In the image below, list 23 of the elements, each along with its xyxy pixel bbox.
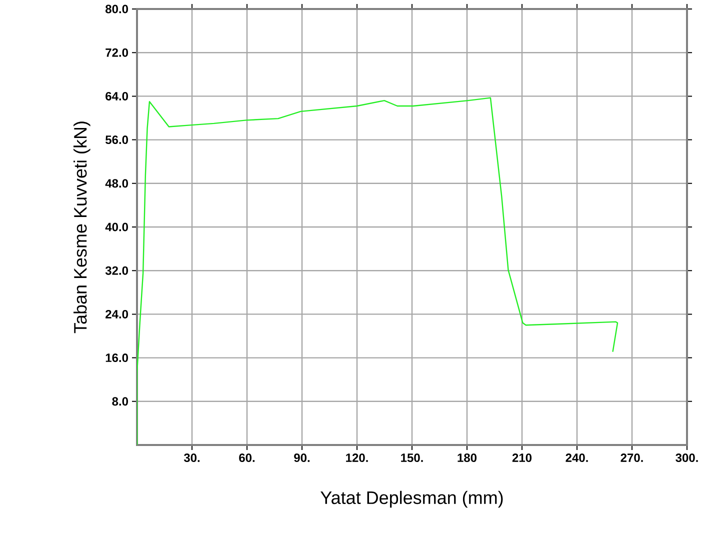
x-axis-title: Yatat Deplesman (mm) [320, 490, 503, 508]
x-tick-label: 210 [512, 454, 532, 462]
x-tick-label: 240. [566, 454, 588, 462]
y-tick-label: 56.0 [106, 136, 128, 144]
y-tick-label: 64.0 [106, 92, 128, 100]
x-tick-label: 300. [676, 454, 698, 462]
x-tick-label: 120. [346, 454, 368, 462]
y-tick-label: 40.0 [105, 222, 128, 232]
line-series [137, 97, 618, 445]
x-tick-label: 270. [620, 454, 643, 462]
y-tick-label: 16.0 [106, 354, 128, 362]
x-tick-label: 30. [184, 454, 200, 462]
y-tick-label: 24.0 [106, 310, 128, 318]
y-tick-label: 32.0 [105, 266, 128, 275]
y-tick-label: 48.0 [105, 179, 128, 188]
x-tick-label: 90. [294, 454, 310, 462]
y-tick-label: 8.0 [112, 397, 128, 406]
y-tick-label: 72.0 [106, 48, 128, 57]
x-tick-label: 60. [239, 454, 255, 462]
y-tick-label: 80.0 [106, 4, 128, 14]
x-tick-label: 180 [458, 454, 477, 462]
y-axis-title: Taban Kesme Kuvveti (kN) [74, 122, 90, 334]
x-tick-label: 150. [401, 454, 423, 462]
